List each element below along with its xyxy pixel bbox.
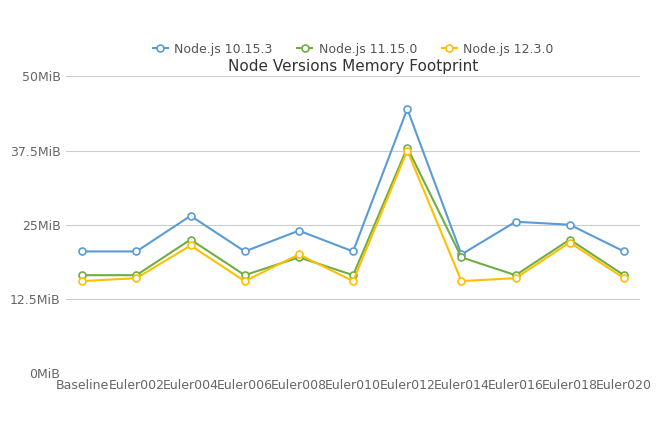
Node.js 12.3.0 <box>133 276 141 281</box>
Node.js 12.3.0 <box>187 243 195 248</box>
Node.js 10.15.3 <box>349 249 357 254</box>
Line: Node.js 11.15.0: Node.js 11.15.0 <box>79 144 628 279</box>
Node.js 11.15.0 <box>349 273 357 278</box>
Title: Node Versions Memory Footprint: Node Versions Memory Footprint <box>228 59 478 74</box>
Node.js 11.15.0 <box>620 273 628 278</box>
Legend: Node.js 10.15.3, Node.js 11.15.0, Node.js 12.3.0: Node.js 10.15.3, Node.js 11.15.0, Node.j… <box>148 38 558 61</box>
Line: Node.js 10.15.3: Node.js 10.15.3 <box>79 106 628 258</box>
Node.js 11.15.0 <box>566 237 574 242</box>
Node.js 10.15.3 <box>620 249 628 254</box>
Node.js 10.15.3 <box>457 252 465 257</box>
Node.js 11.15.0 <box>133 273 141 278</box>
Node.js 12.3.0 <box>566 240 574 245</box>
Node.js 11.15.0 <box>187 237 195 242</box>
Node.js 11.15.0 <box>295 255 303 260</box>
Node.js 10.15.3 <box>133 249 141 254</box>
Node.js 11.15.0 <box>79 273 86 278</box>
Node.js 12.3.0 <box>457 279 465 284</box>
Node.js 12.3.0 <box>620 276 628 281</box>
Line: Node.js 12.3.0: Node.js 12.3.0 <box>79 147 628 285</box>
Node.js 10.15.3 <box>566 222 574 227</box>
Node.js 12.3.0 <box>241 279 249 284</box>
Node.js 12.3.0 <box>349 279 357 284</box>
Node.js 12.3.0 <box>403 148 411 153</box>
Node.js 12.3.0 <box>79 279 86 284</box>
Node.js 12.3.0 <box>295 252 303 257</box>
Node.js 11.15.0 <box>457 255 465 260</box>
Node.js 10.15.3 <box>403 106 411 112</box>
Node.js 11.15.0 <box>512 273 519 278</box>
Node.js 11.15.0 <box>241 273 249 278</box>
Node.js 10.15.3 <box>295 228 303 233</box>
Node.js 10.15.3 <box>241 249 249 254</box>
Node.js 10.15.3 <box>512 219 519 224</box>
Node.js 12.3.0 <box>512 276 519 281</box>
Node.js 10.15.3 <box>187 213 195 218</box>
Node.js 10.15.3 <box>79 249 86 254</box>
Node.js 11.15.0 <box>403 145 411 150</box>
